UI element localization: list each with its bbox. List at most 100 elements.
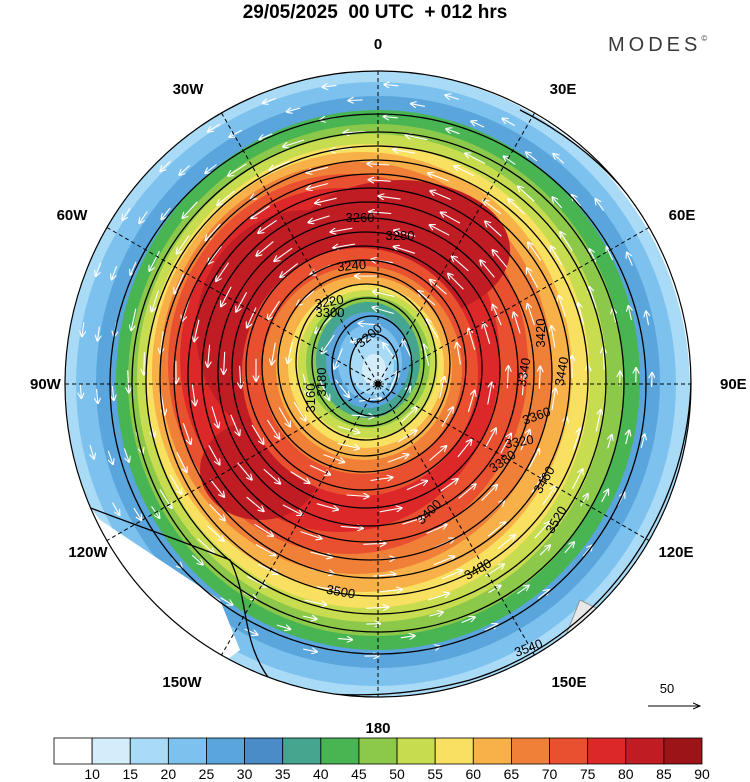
wind-arrow bbox=[221, 286, 232, 307]
wind-arrow bbox=[551, 326, 556, 348]
wind-arrow bbox=[263, 97, 277, 103]
wind-arrow bbox=[302, 373, 308, 395]
brand-logo: MODES© bbox=[608, 34, 707, 57]
wind-arrow bbox=[191, 554, 202, 564]
wind-arrow bbox=[394, 247, 415, 254]
wind-arrow bbox=[380, 589, 402, 591]
wind-arrow bbox=[646, 311, 649, 326]
wind-arrow bbox=[319, 379, 330, 400]
wind-arrow bbox=[337, 442, 359, 449]
wind-arrow bbox=[402, 518, 424, 525]
wind-arrow bbox=[169, 474, 181, 494]
colorbar-swatch bbox=[472, 737, 512, 765]
wind-arrow bbox=[572, 469, 583, 490]
wind-arrow bbox=[266, 419, 279, 439]
wind-arrow bbox=[191, 596, 203, 605]
wind-arrow bbox=[302, 616, 317, 619]
wind-arrow bbox=[333, 243, 356, 248]
colorbar-swatch bbox=[53, 737, 93, 765]
wind-arrow bbox=[448, 274, 464, 290]
wind-arrow bbox=[282, 504, 303, 515]
wind-arrow bbox=[429, 612, 443, 616]
wind-arrow bbox=[373, 307, 394, 315]
colorbar-swatch bbox=[129, 737, 169, 765]
wind-arrow bbox=[160, 160, 171, 171]
colorbar: 10 15 20 25 30 35 40 45 50 55 60 65 70 75 80 85 90 bbox=[53, 737, 710, 782]
wind-arrow bbox=[146, 553, 156, 565]
wind-arrow bbox=[216, 262, 229, 281]
wind-arrow bbox=[112, 386, 113, 400]
wind-arrow bbox=[542, 487, 555, 505]
wind-arrow bbox=[197, 538, 214, 554]
wind-arrow bbox=[255, 544, 275, 556]
wind-arrow bbox=[627, 253, 633, 266]
wind-arrow bbox=[123, 448, 129, 462]
wind-arrow bbox=[315, 317, 332, 333]
wind-arrow bbox=[209, 479, 224, 497]
wind-arrow bbox=[322, 334, 335, 353]
wind-arrow bbox=[539, 367, 540, 389]
wind-arrow bbox=[220, 597, 233, 605]
wind-arrow bbox=[520, 430, 530, 451]
wind-arrow bbox=[211, 406, 219, 428]
wind-arrow bbox=[309, 215, 330, 223]
wind-arrow bbox=[208, 123, 220, 132]
wind-arrow bbox=[514, 313, 521, 334]
lon-120e-label: 120E bbox=[658, 544, 693, 561]
wind-arrow bbox=[504, 156, 516, 165]
wind-arrow bbox=[316, 503, 338, 510]
lon-90w-label: 90W bbox=[30, 376, 62, 393]
wind-arrow bbox=[441, 408, 453, 427]
wind-arrow bbox=[384, 117, 398, 118]
wind-arrow bbox=[338, 425, 359, 433]
wind-arrow bbox=[424, 345, 430, 367]
lon-60e-label: 60E bbox=[669, 207, 696, 224]
colorbar-tick-label: 75 bbox=[580, 766, 596, 782]
colorbar-tick-label: 10 bbox=[84, 766, 100, 782]
colorbar-tick-label: 50 bbox=[389, 766, 405, 782]
wind-arrow bbox=[331, 227, 353, 232]
wind-arrow bbox=[389, 371, 398, 392]
wind-arrow bbox=[80, 383, 81, 398]
wind-arrow bbox=[438, 377, 445, 399]
wind-arrow bbox=[131, 308, 137, 331]
wind-arrow bbox=[369, 212, 392, 214]
wind-arrow bbox=[582, 546, 592, 557]
wind-arrow bbox=[280, 263, 299, 277]
wind-arrow bbox=[537, 590, 549, 600]
colorbar-swatch bbox=[91, 737, 131, 765]
wind-arrow bbox=[430, 225, 450, 236]
colorbar-swatch bbox=[282, 737, 322, 765]
contour-label-3500: 3500 bbox=[325, 582, 356, 602]
wind-arrow bbox=[427, 593, 449, 601]
colorbar-tick-label: 15 bbox=[122, 766, 138, 782]
contour-label-3240: 3240 bbox=[337, 257, 367, 274]
wind-arrow bbox=[90, 444, 94, 459]
map-title: 29/05/2025 00 UTC + 012 hrs bbox=[242, 2, 508, 23]
wind-arrow bbox=[363, 543, 385, 544]
wind-arrow bbox=[553, 154, 565, 164]
wind-arrow bbox=[161, 392, 165, 415]
wind-arrow bbox=[452, 256, 469, 272]
wind-arrow bbox=[433, 557, 454, 566]
wind-arrow bbox=[149, 250, 160, 271]
wind-arrow bbox=[229, 129, 242, 137]
wind-arrow bbox=[430, 280, 447, 295]
graticule bbox=[65, 71, 691, 697]
wind-arrow bbox=[194, 319, 200, 341]
wind-arrow bbox=[471, 121, 485, 128]
colorbar-tick-label: 30 bbox=[237, 766, 253, 782]
wind-arrow bbox=[484, 428, 496, 448]
wind-arrow bbox=[107, 450, 113, 464]
wind-arrow bbox=[209, 504, 225, 520]
wind-arrow bbox=[426, 319, 439, 339]
lon-30w-label: 30W bbox=[173, 81, 205, 98]
wind-arrow bbox=[256, 241, 274, 256]
wind-arrow bbox=[403, 340, 413, 361]
wind-arrow bbox=[205, 164, 217, 174]
wind-arrow bbox=[358, 323, 381, 325]
wind-arrow bbox=[254, 523, 273, 536]
colorbar-swatch bbox=[396, 737, 436, 765]
colorbar-swatch bbox=[167, 737, 207, 765]
wind-arrow bbox=[283, 139, 305, 147]
